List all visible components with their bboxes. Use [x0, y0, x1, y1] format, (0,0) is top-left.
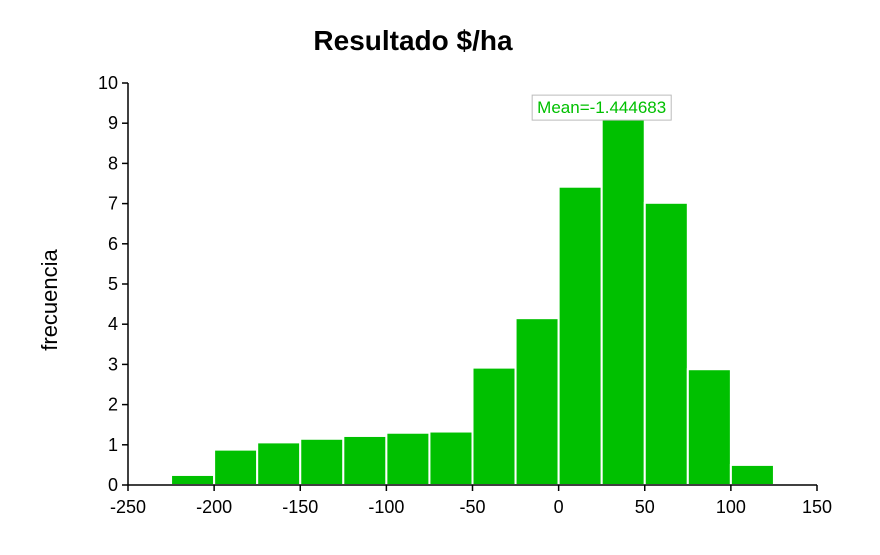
histogram-bar-12: [686, 368, 732, 486]
x-tick-label: -100: [368, 497, 404, 517]
chart-title: Resultado $/ha: [313, 25, 513, 56]
histogram-bar-9: [557, 185, 603, 486]
x-tick-label: -250: [110, 497, 146, 517]
y-tick-label: 2: [108, 395, 118, 415]
y-tick-label: 3: [108, 354, 118, 374]
x-tick-label: 100: [716, 497, 746, 517]
mean-annotation: Mean=-1.444683: [531, 94, 672, 121]
y-tick-label: 7: [108, 194, 118, 214]
histogram-bar-11: [643, 201, 689, 487]
x-axis-ticks: -250 -200 -150 -100 -50 0 50 100 150: [110, 485, 832, 517]
histogram-bar-0: [170, 473, 216, 487]
x-tick-label: -150: [282, 497, 318, 517]
histogram-bar-4: [342, 434, 388, 486]
mean-annotation-label: Mean=-1.444683: [537, 98, 666, 117]
x-tick-label: -50: [459, 497, 485, 517]
bars-group: [170, 112, 775, 487]
x-tick-label: 150: [802, 497, 832, 517]
histogram-bar-10: [600, 112, 646, 487]
histogram-bar-8: [514, 317, 560, 487]
y-tick-label: 6: [108, 234, 118, 254]
y-tick-label: 0: [108, 475, 118, 495]
y-tick-label: 9: [108, 113, 118, 133]
histogram-bar-6: [428, 430, 474, 486]
x-tick-label: 50: [635, 497, 655, 517]
y-tick-label: 4: [108, 314, 118, 334]
x-tick-label: 0: [554, 497, 564, 517]
y-axis-ticks: 0 1 2 3 4 5 6 7 8 9 10: [98, 73, 128, 495]
histogram-bar-13: [729, 463, 775, 486]
histogram-bar-1: [213, 448, 259, 486]
y-tick-label: 10: [98, 73, 118, 93]
y-tick-label: 8: [108, 153, 118, 173]
histogram-bar-7: [471, 366, 517, 486]
y-tick-label: 1: [108, 435, 118, 455]
y-axis-label: frecuencia: [37, 248, 62, 350]
histogram-bar-5: [385, 431, 431, 486]
y-tick-label: 5: [108, 274, 118, 294]
histogram-bar-3: [299, 437, 345, 486]
histogram-bar-2: [256, 441, 302, 486]
x-tick-label: -200: [196, 497, 232, 517]
mean-annotation-box: [531, 94, 672, 121]
